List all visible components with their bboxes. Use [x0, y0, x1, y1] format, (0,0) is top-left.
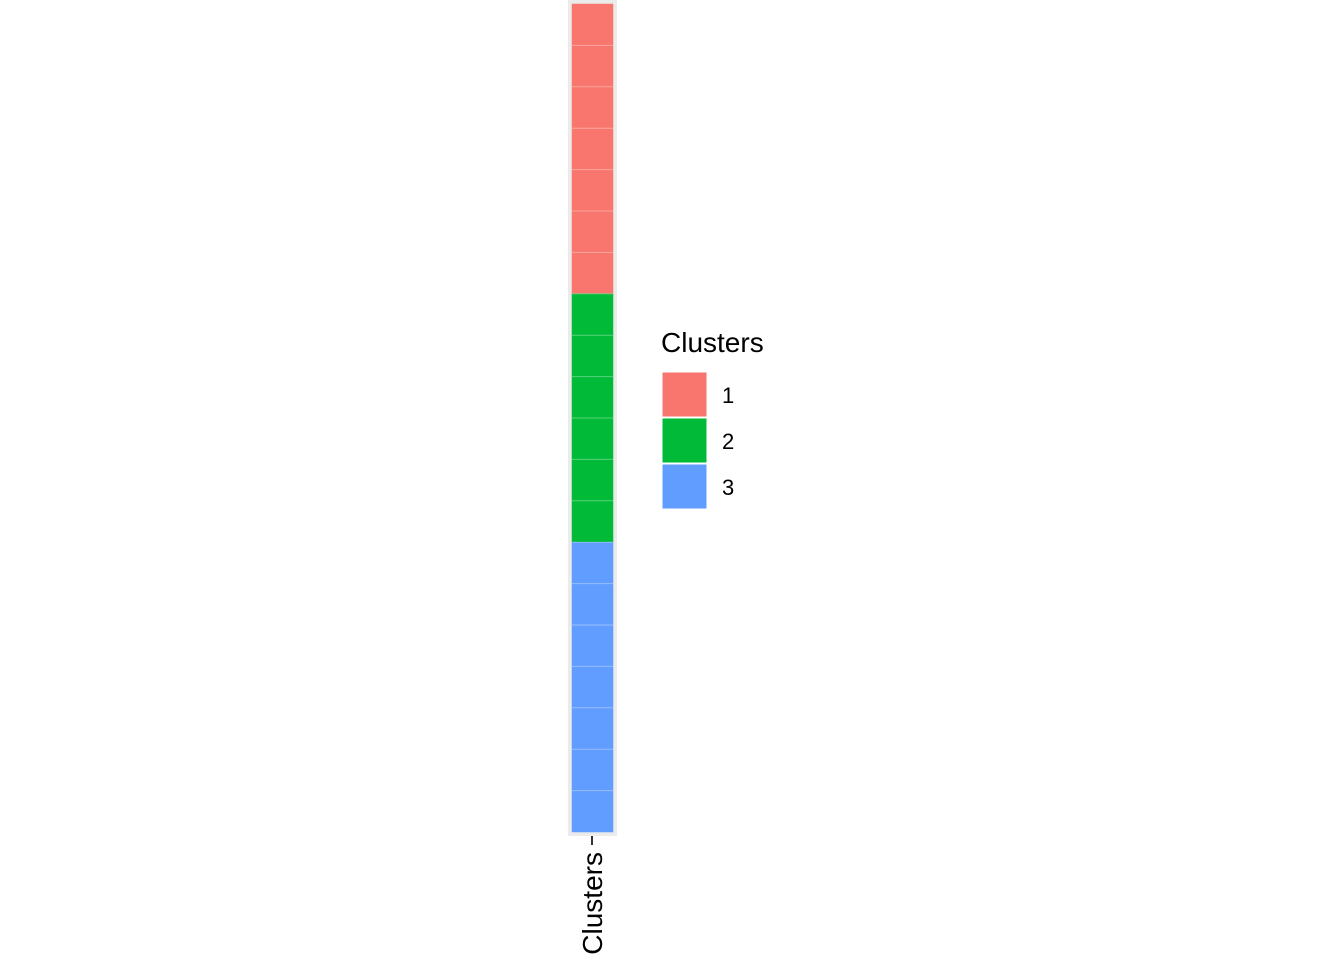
heatmap-tile-cluster-3 [571, 583, 614, 626]
heatmap-tile-cluster-1 [571, 169, 614, 212]
legend-label-2: 2 [722, 429, 734, 454]
legend-key-3 [661, 463, 708, 510]
heatmap-tile-cluster-2 [571, 334, 614, 377]
heatmap-tile-cluster-3 [571, 624, 614, 667]
heatmap-tile-cluster-1 [571, 210, 614, 253]
heatmap-tile-cluster-2 [571, 293, 614, 336]
heatmap-tile-cluster-3 [571, 666, 614, 709]
legend-key-1 [661, 371, 708, 418]
heatmap-tiles [571, 3, 614, 833]
heatmap-tile-cluster-1 [571, 45, 614, 88]
legend-label-3: 3 [722, 475, 734, 500]
heatmap-tile-cluster-2 [571, 500, 614, 543]
heatmap-tile-cluster-1 [571, 252, 614, 295]
heatmap-tile-cluster-3 [571, 541, 614, 584]
legend-keys: 1 2 3 [661, 371, 734, 510]
legend: Clusters 1 2 3 [661, 327, 764, 510]
heatmap-tile-cluster-3 [571, 707, 614, 750]
heatmap-tile-cluster-2 [571, 376, 614, 419]
heatmap-tile-cluster-2 [571, 459, 614, 502]
heatmap-tile-cluster-1 [571, 86, 614, 129]
heatmap-tile-cluster-2 [571, 417, 614, 460]
heatmap-tile-cluster-3 [571, 748, 614, 791]
x-axis: Clusters [577, 836, 608, 955]
heatmap-tile-cluster-3 [571, 790, 614, 833]
x-axis-tick-label: Clusters [577, 852, 608, 955]
heatmap-tile-cluster-1 [571, 127, 614, 170]
heatmap-tile-cluster-1 [571, 3, 614, 46]
legend-label-1: 1 [722, 383, 734, 408]
legend-key-2 [661, 417, 708, 464]
legend-title: Clusters [661, 327, 764, 358]
